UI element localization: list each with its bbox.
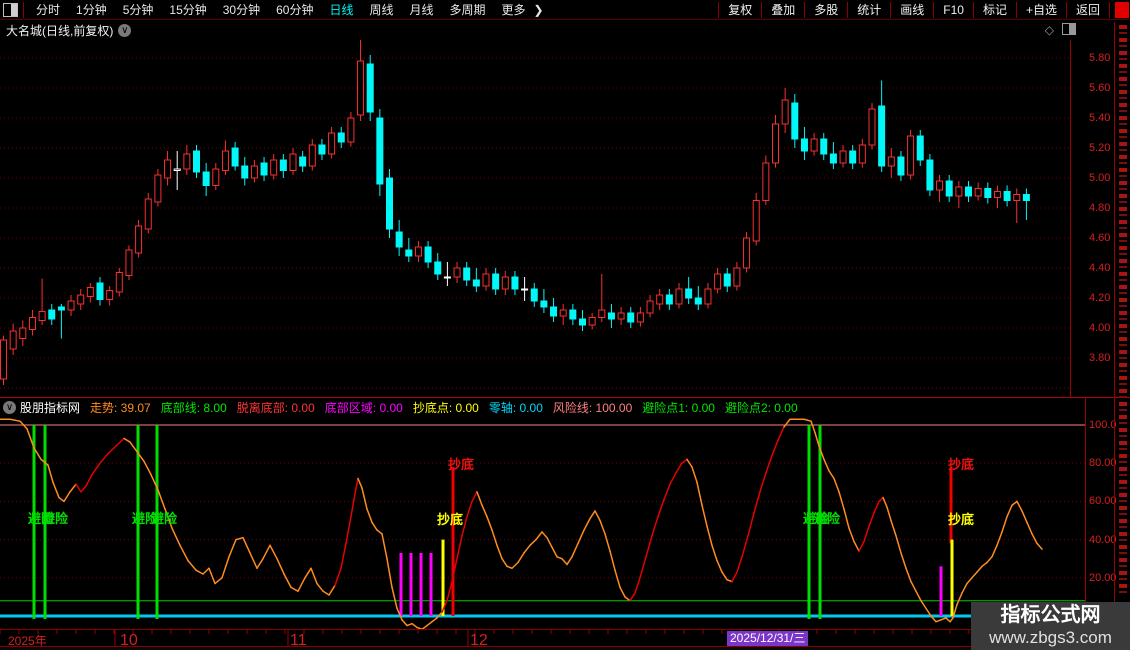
tab-weekly[interactable]: 周线 bbox=[369, 3, 394, 17]
panel-event-label-避险: 避险 bbox=[814, 511, 841, 526]
panel-event-label-抄底: 抄底 bbox=[448, 457, 475, 472]
date-axis-label: 10 bbox=[120, 632, 138, 649]
price-axis-label: 3.80 bbox=[1089, 352, 1111, 364]
price-axis-label: 5.60 bbox=[1089, 82, 1111, 94]
indicator-axis-label: 100.0 bbox=[1089, 419, 1117, 431]
watermark: 指标公式网 www.zbgs3.com bbox=[971, 602, 1130, 650]
tool-multistock[interactable]: 多股 bbox=[804, 2, 847, 18]
tool-fuquan[interactable]: 复权 bbox=[718, 2, 761, 18]
tool-f10[interactable]: F10 bbox=[933, 2, 973, 18]
indicator-field-避险点2: 避险点2: 0.00 bbox=[724, 400, 798, 415]
tab-5min[interactable]: 5分钟 bbox=[122, 3, 154, 17]
split-view-icon[interactable] bbox=[3, 2, 18, 17]
indicator-field-走势: 走势: 39.07 bbox=[90, 400, 151, 415]
tab-60min[interactable]: 60分钟 bbox=[276, 3, 314, 17]
price-axis-label: 5.20 bbox=[1089, 142, 1111, 154]
indicator-field-抄底点: 抄底点: 0.00 bbox=[412, 400, 479, 415]
indicator-header: ∨ 股朋指标网 走势: 39.07 底部线: 8.00 脱离底部: 0.00 底部区域… bbox=[0, 399, 1085, 416]
tool-mark[interactable]: 标记 bbox=[972, 2, 1016, 18]
panel-event-label-抄底: 抄底 bbox=[948, 512, 975, 527]
panel-event-label-抄底: 抄底 bbox=[437, 512, 464, 527]
pane-split-icon[interactable] bbox=[1062, 23, 1076, 35]
tab-monthly[interactable]: 月线 bbox=[409, 3, 434, 17]
price-axis-label: 5.40 bbox=[1089, 112, 1111, 124]
candles bbox=[0, 40, 1030, 385]
tool-back[interactable]: 返回 bbox=[1065, 2, 1110, 18]
price-axis-label: 4.80 bbox=[1089, 202, 1111, 214]
tool-add-watchlist[interactable]: +自选 bbox=[1015, 2, 1066, 18]
chevron-down-icon[interactable]: ∨ bbox=[118, 24, 132, 37]
collapse-chevron-icon[interactable]: ∨ bbox=[3, 401, 16, 414]
watermark-url: www.zbgs3.com bbox=[989, 628, 1112, 647]
panel-event-label-避险: 避险 bbox=[28, 511, 55, 526]
panel-event-label-避险: 避险 bbox=[132, 511, 159, 526]
indicator-axis-line bbox=[1085, 398, 1086, 646]
watermark-site-name: 指标公式网 bbox=[1000, 604, 1101, 626]
panel-event-label-抄底: 抄底 bbox=[948, 457, 975, 472]
indicator-axis-label: 80.00 bbox=[1089, 457, 1117, 469]
tab-more[interactable]: 更多 bbox=[501, 3, 526, 17]
diamond-icon[interactable]: ◇ bbox=[1044, 23, 1054, 37]
price-axis-label: 4.20 bbox=[1089, 292, 1111, 304]
indicator-field-零轴: 零轴: 0.00 bbox=[488, 400, 543, 415]
panel-separator bbox=[0, 397, 1130, 398]
tab-30min[interactable]: 30分钟 bbox=[222, 3, 261, 17]
ticker-glyphs bbox=[1119, 25, 1127, 595]
title-bar: 大名城(日线,前复权) ∨ bbox=[0, 21, 1110, 40]
toolbar-divider bbox=[23, 1, 24, 18]
panel-event-label-避险: 避险 bbox=[803, 511, 830, 526]
stock-title: 大名城(日线,前复权) bbox=[6, 24, 114, 38]
indicator-values: 走势: 39.07 底部线: 8.00 脱离底部: 0.00 底部区域: 0.00 抄底… bbox=[80, 399, 798, 417]
bottom-clipped-row bbox=[0, 647, 1130, 650]
tab-1min[interactable]: 1分钟 bbox=[76, 3, 107, 17]
right-vertical-ticker[interactable] bbox=[1114, 22, 1130, 650]
current-date-highlight: 2025/12/31/三 bbox=[727, 631, 809, 646]
corner-red-indicator bbox=[1115, 2, 1129, 18]
date-year-label: 2025年 bbox=[8, 634, 47, 648]
indicator-name[interactable]: 股朋指标网 bbox=[20, 401, 81, 415]
tab-15min[interactable]: 15分钟 bbox=[169, 3, 207, 17]
date-axis-label: 12 bbox=[470, 632, 488, 649]
price-axis-label: 5.00 bbox=[1089, 172, 1111, 184]
indicator-field-避险点1: 避险点1: 0.00 bbox=[642, 400, 715, 415]
indicator-field-底部区域: 底部区域: 0.00 bbox=[324, 400, 403, 415]
tool-stats[interactable]: 统计 bbox=[847, 2, 890, 18]
price-axis-label: 4.40 bbox=[1089, 262, 1111, 274]
price-axis-label: 5.80 bbox=[1089, 52, 1111, 64]
tab-multi-period[interactable]: 多周期 bbox=[449, 3, 486, 17]
more-arrow-icon[interactable]: ❯ bbox=[533, 2, 544, 17]
indicator-field-脱离底部: 脱离底部: 0.00 bbox=[236, 400, 315, 415]
title-right-icons: ◇ bbox=[1045, 23, 1076, 37]
panel-event-label-避险: 避险 bbox=[42, 511, 69, 526]
price-axis-label: 4.60 bbox=[1089, 232, 1111, 244]
date-axis-label: 11 bbox=[290, 632, 307, 649]
indicator-axis-label: 20.00 bbox=[1089, 572, 1117, 584]
indicator-field-底部线: 底部线: 8.00 bbox=[160, 400, 227, 415]
indicator-axis-label: 60.00 bbox=[1089, 495, 1117, 507]
tool-drawline[interactable]: 画线 bbox=[890, 2, 933, 18]
price-axis-line bbox=[1070, 40, 1071, 397]
tab-daily[interactable]: 日线 bbox=[329, 3, 354, 17]
right-tools: 复权 叠加 多股 统计 画线 F10 标记 +自选 返回 bbox=[718, 0, 1110, 20]
indicator-axis-label: 40.00 bbox=[1089, 534, 1117, 546]
price-axis-label: 4.00 bbox=[1089, 322, 1111, 334]
panel-event-label-避险: 避险 bbox=[151, 511, 178, 526]
date-axis-bottom-line bbox=[0, 646, 1130, 647]
tool-overlay[interactable]: 叠加 bbox=[761, 2, 804, 18]
period-toolbar: 分时 1分钟 5分钟 15分钟 30分钟 60分钟 日线 周线 月线 多周期 更… bbox=[0, 0, 1130, 20]
date-axis-top-line bbox=[0, 629, 1130, 630]
indicator-field-风险线: 风险线: 100.00 bbox=[552, 400, 633, 415]
tab-fenshi[interactable]: 分时 bbox=[36, 3, 61, 17]
